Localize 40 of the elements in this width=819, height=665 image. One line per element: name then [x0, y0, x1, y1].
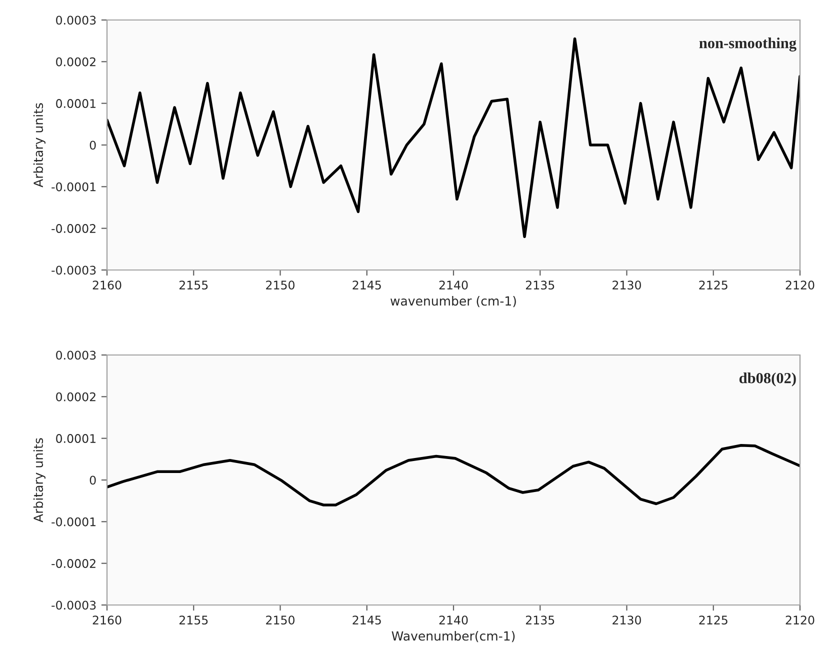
x-tick-label: 2155: [179, 616, 208, 625]
x-tick-label: 2150: [266, 616, 294, 625]
x-axis-title: wavenumber (cm-1): [390, 296, 516, 308]
y-tick-label: 0: [90, 476, 96, 485]
y-tick-label: -0.0003: [52, 600, 96, 610]
x-tick-label: 2160: [92, 616, 122, 625]
x-tick-label: 2130: [612, 616, 641, 625]
y-tick-label: 0: [90, 140, 96, 150]
x-tick-label: 2120: [786, 280, 814, 290]
x-tick-label: 2145: [352, 616, 381, 625]
x-tick-label: 2155: [179, 280, 208, 290]
y-tick-label: -0.0003: [52, 266, 96, 275]
y-tick-label: 0.0002: [56, 392, 96, 402]
annotation: non-smoothing: [699, 38, 796, 52]
x-tick-label: 2140: [439, 280, 468, 290]
annotation: db08(02): [739, 372, 796, 386]
y-tick-label: 0.0003: [56, 16, 96, 25]
x-tick-label: 2160: [92, 280, 122, 290]
x-tick-label: 2135: [526, 280, 554, 290]
x-axis-title: Wavenumber(cm-1): [392, 631, 515, 642]
x-tick-label: 2125: [699, 616, 728, 625]
x-tick-label: 2135: [526, 616, 554, 625]
x-tick-label: 2145: [352, 280, 381, 290]
x-tick-label: 2125: [699, 280, 728, 290]
y-tick-label: -0.0002: [52, 559, 96, 568]
y-tick-label: -0.0001: [52, 517, 96, 526]
y-tick-label: -0.0002: [52, 224, 96, 233]
line-series: [107, 37, 800, 238]
y-tick-label: 0.0001: [56, 99, 96, 108]
y-axis-title: Arbitary units: [33, 103, 46, 188]
x-tick-label: 2120: [786, 616, 814, 625]
y-tick-label: 0.0003: [56, 350, 96, 360]
x-tick-label: 2130: [612, 280, 641, 290]
y-tick-label: 0.0002: [56, 57, 96, 66]
x-tick-label: 2150: [266, 280, 294, 290]
line-series: [107, 444, 800, 506]
y-tick-label: -0.0001: [52, 182, 96, 192]
x-tick-label: 2140: [439, 616, 468, 625]
y-tick-label: 0.0001: [56, 434, 96, 443]
y-axis-title: Arbitary units: [33, 438, 46, 522]
